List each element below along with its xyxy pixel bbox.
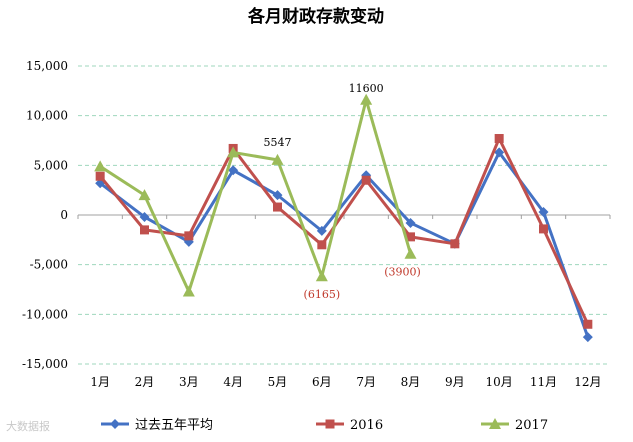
y-tick-label: 15,000 xyxy=(26,59,68,73)
data-point xyxy=(539,224,548,234)
chart-title: 各月财政存款变动 xyxy=(247,6,384,27)
series-line xyxy=(99,150,590,338)
x-tick-label: 10月 xyxy=(486,375,513,389)
data-point xyxy=(404,247,417,259)
data-point xyxy=(110,419,120,429)
data-point xyxy=(228,165,239,176)
data-point xyxy=(315,270,328,282)
legend: 过去五年平均 2016 2017 xyxy=(101,418,548,433)
data-label: 11600 xyxy=(349,82,384,95)
x-tick-label: 3月 xyxy=(179,375,199,389)
data-label: (6165) xyxy=(304,288,341,301)
x-tick-label: 8月 xyxy=(401,375,421,389)
legend-label: 过去五年平均 xyxy=(135,418,213,433)
data-point xyxy=(538,207,549,218)
y-tick-label: -15,000 xyxy=(22,357,68,371)
data-point xyxy=(489,418,501,429)
x-tick-label: 11月 xyxy=(530,375,557,389)
series-group xyxy=(94,93,593,343)
series-line xyxy=(99,98,412,293)
legend-label: 2016 xyxy=(350,418,383,433)
x-tick-label: 2月 xyxy=(135,375,155,389)
x-tick-label: 12月 xyxy=(574,375,601,389)
data-point xyxy=(494,147,505,158)
data-point xyxy=(361,175,371,185)
data-point xyxy=(450,239,460,249)
y-tick-label: 0 xyxy=(60,208,68,222)
data-point xyxy=(95,171,105,181)
data-point xyxy=(94,160,107,172)
data-point xyxy=(316,225,327,236)
data-point xyxy=(360,93,373,105)
x-tick-label: 5月 xyxy=(268,375,288,389)
x-tick-label: 9月 xyxy=(445,375,465,389)
data-point xyxy=(139,211,150,222)
data-point xyxy=(271,153,284,165)
y-tick-label: 10,000 xyxy=(26,109,68,123)
data-point xyxy=(583,319,593,329)
x-tick-label: 4月 xyxy=(223,375,243,389)
y-tick-label: -10,000 xyxy=(22,307,68,321)
watermark: 大数据报 xyxy=(6,420,50,433)
x-tick-label: 6月 xyxy=(312,375,332,389)
data-point xyxy=(582,332,593,343)
annotations: 5547 11600 (6165) (3900) xyxy=(264,82,421,301)
series-2 xyxy=(94,93,417,297)
data-point xyxy=(184,231,194,241)
data-label: (3900) xyxy=(384,266,421,279)
legend-label: 2017 xyxy=(515,418,548,433)
data-point xyxy=(325,419,335,429)
series-line xyxy=(99,137,590,325)
data-point xyxy=(273,202,282,212)
data-point xyxy=(405,217,416,228)
data-point xyxy=(494,134,504,144)
y-tick-label: -5,000 xyxy=(30,258,68,272)
x-tick-label: 1月 xyxy=(90,375,110,389)
x-tick-label: 7月 xyxy=(356,375,376,389)
data-point xyxy=(272,190,283,201)
data-point xyxy=(140,225,149,235)
data-point xyxy=(406,232,415,242)
y-tick-label: 5,000 xyxy=(34,158,68,172)
data-point xyxy=(317,240,327,250)
y-axis: 15,000 10,000 5,000 0 -5,000 -10,000 -15,000 xyxy=(22,59,68,371)
data-point xyxy=(182,285,195,297)
data-point xyxy=(227,146,240,158)
data-point xyxy=(138,189,151,201)
x-axis: 1月 2月 3月 4月 5月 6月 7月 8月 9月 10月 11月 12月 xyxy=(77,215,611,389)
data-label: 5547 xyxy=(264,136,292,149)
